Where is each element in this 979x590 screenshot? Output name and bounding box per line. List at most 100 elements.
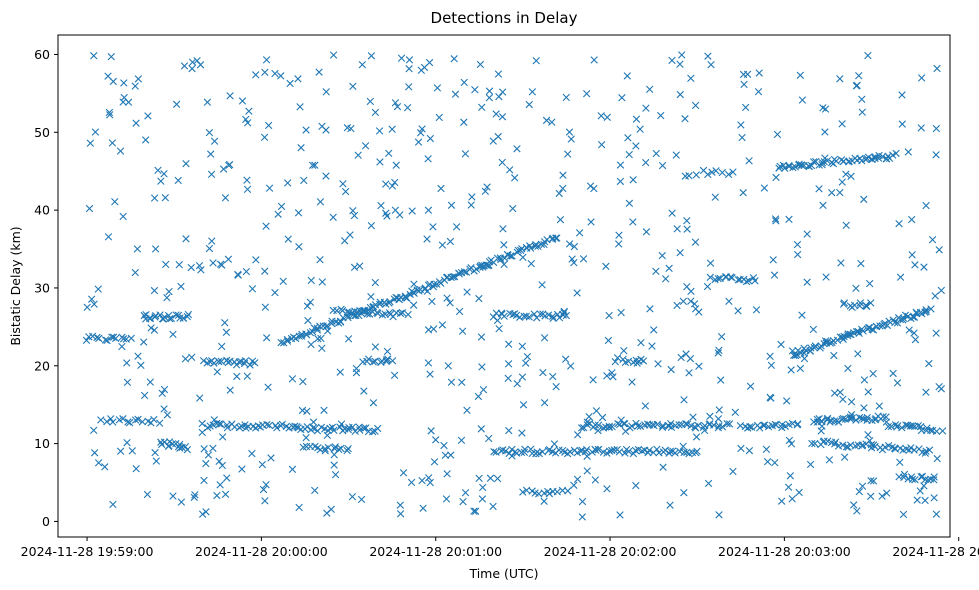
- data-point: [602, 262, 610, 271]
- data-point: [932, 151, 940, 159]
- data-point: [263, 420, 271, 429]
- data-point: [251, 359, 259, 367]
- data-point: [917, 473, 925, 481]
- data-point: [608, 423, 616, 431]
- data-point: [591, 421, 600, 429]
- data-point: [112, 334, 120, 343]
- data-point: [300, 176, 308, 185]
- data-point: [680, 396, 688, 404]
- data-point: [317, 334, 325, 343]
- data-point: [766, 393, 774, 401]
- data-point: [261, 303, 270, 311]
- data-point: [330, 461, 338, 469]
- data-point: [243, 176, 251, 184]
- data-point: [150, 194, 159, 202]
- data-point: [590, 184, 598, 193]
- data-point: [428, 297, 436, 306]
- data-point: [652, 149, 660, 158]
- data-point: [169, 330, 177, 339]
- data-point: [202, 459, 210, 468]
- data-point: [687, 74, 695, 82]
- data-point: [397, 54, 406, 62]
- data-point: [785, 215, 793, 224]
- data-point: [895, 219, 903, 228]
- data-point: [424, 326, 433, 334]
- data-point: [150, 326, 159, 334]
- data-point: [874, 154, 883, 162]
- data-point: [683, 217, 691, 225]
- data-point: [260, 133, 269, 141]
- data-point: [440, 441, 448, 450]
- data-point: [926, 426, 935, 434]
- data-point: [390, 371, 399, 380]
- data-point: [530, 310, 538, 318]
- data-point: [271, 69, 279, 78]
- data-point: [620, 419, 628, 428]
- data-point: [331, 470, 340, 479]
- data-point: [475, 294, 483, 303]
- data-point: [613, 354, 622, 362]
- data-point: [190, 493, 198, 502]
- data-point: [540, 399, 549, 407]
- data-point: [564, 487, 572, 495]
- data-point: [928, 235, 937, 244]
- data-point: [539, 368, 547, 377]
- data-point: [162, 260, 170, 269]
- data-point: [577, 424, 586, 432]
- data-point: [611, 357, 619, 366]
- data-point: [798, 311, 806, 319]
- data-point: [734, 307, 742, 315]
- data-point: [704, 479, 713, 488]
- data-point: [313, 326, 322, 334]
- data-point: [659, 463, 667, 471]
- data-point: [686, 354, 695, 363]
- data-point: [210, 137, 219, 145]
- data-point: [784, 483, 793, 491]
- data-point: [486, 474, 495, 482]
- data-point: [352, 364, 361, 373]
- data-point: [591, 476, 600, 484]
- data-point: [262, 481, 270, 489]
- data-point: [277, 338, 285, 347]
- data-point: [243, 119, 252, 127]
- data-point: [157, 177, 165, 185]
- data-point: [563, 150, 572, 158]
- data-point: [937, 385, 946, 393]
- data-point: [512, 311, 521, 319]
- data-point: [214, 357, 223, 366]
- data-point: [791, 351, 800, 360]
- y-axis-label: Bistatic Delay (km): [8, 226, 23, 345]
- data-point: [658, 423, 667, 431]
- data-point: [291, 334, 300, 343]
- data-point: [437, 279, 445, 287]
- data-point: [127, 334, 135, 342]
- data-point: [614, 419, 622, 428]
- data-point: [187, 263, 195, 272]
- data-point: [852, 284, 860, 293]
- data-point: [85, 204, 94, 213]
- data-point: [154, 166, 162, 175]
- data-point: [855, 413, 864, 422]
- data-point: [932, 124, 941, 133]
- data-point: [846, 415, 854, 423]
- data-point: [107, 53, 115, 61]
- data-point: [426, 134, 435, 143]
- x-axis-label: Time (UTC): [468, 566, 538, 581]
- data-point: [485, 261, 493, 269]
- data-point: [575, 229, 584, 237]
- data-point: [350, 211, 359, 220]
- data-point: [223, 424, 232, 432]
- y-tick-label: 0: [42, 514, 50, 529]
- data-point: [585, 412, 593, 421]
- data-point: [920, 263, 928, 271]
- data-point: [536, 310, 545, 318]
- data-point: [883, 321, 891, 330]
- data-point: [160, 405, 168, 413]
- data-point: [562, 311, 571, 320]
- data-point: [605, 423, 613, 432]
- data-point: [348, 423, 357, 431]
- data-point: [714, 349, 722, 357]
- data-point: [745, 446, 754, 455]
- data-point: [419, 504, 427, 512]
- data-point: [405, 56, 414, 64]
